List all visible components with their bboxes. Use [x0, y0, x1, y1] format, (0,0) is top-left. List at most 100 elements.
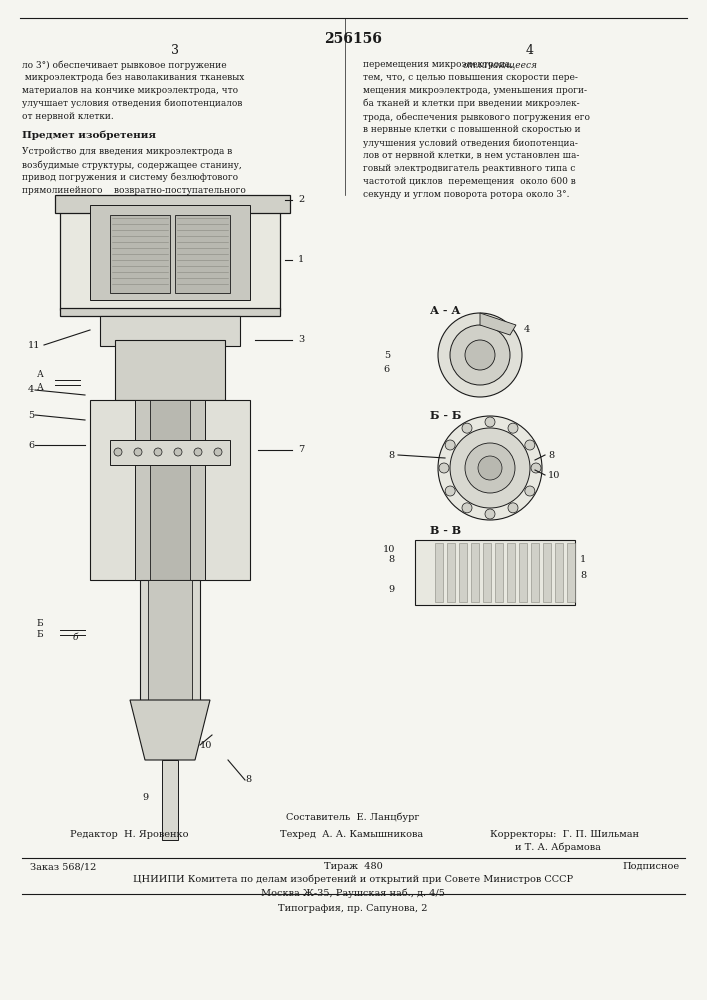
- Text: 9: 9: [142, 793, 148, 802]
- Bar: [495, 543, 503, 602]
- Circle shape: [450, 325, 510, 385]
- Text: 5: 5: [28, 410, 34, 420]
- Circle shape: [438, 416, 542, 520]
- Text: Составитель  Е. Ланцбург: Составитель Е. Ланцбург: [286, 812, 420, 822]
- Circle shape: [465, 340, 495, 370]
- Bar: [140, 580, 200, 700]
- Circle shape: [485, 509, 495, 519]
- Circle shape: [445, 440, 455, 450]
- Text: б: б: [72, 633, 78, 642]
- Text: 8: 8: [389, 556, 395, 564]
- Text: перемещения микроэлектрода,: перемещения микроэлектрода,: [363, 60, 516, 69]
- Circle shape: [478, 456, 502, 480]
- Text: 1: 1: [298, 255, 304, 264]
- Text: мещения микроэлектрода, уменьшения проги-: мещения микроэлектрода, уменьшения проги…: [363, 86, 587, 95]
- Circle shape: [462, 503, 472, 513]
- Bar: [447, 543, 455, 602]
- Bar: [471, 543, 479, 602]
- Circle shape: [525, 440, 534, 450]
- Bar: [115, 340, 225, 400]
- Text: привод погружения и систему безлюфтового: привод погружения и систему безлюфтового: [22, 173, 238, 182]
- Text: Редактор  Н. Яровенко: Редактор Н. Яровенко: [70, 830, 189, 839]
- Text: 3: 3: [298, 336, 304, 344]
- Text: от нервной клетки.: от нервной клетки.: [22, 112, 114, 121]
- Text: Корректоры:  Г. П. Шильман: Корректоры: Г. П. Шильман: [490, 830, 639, 839]
- Text: 5: 5: [384, 351, 390, 360]
- Text: 9: 9: [389, 585, 395, 594]
- Circle shape: [154, 448, 162, 456]
- Text: А: А: [37, 383, 43, 392]
- Text: Б - Б: Б - Б: [430, 410, 462, 421]
- Polygon shape: [130, 700, 210, 760]
- Text: 7: 7: [298, 446, 304, 454]
- Bar: [415, 540, 575, 605]
- Bar: [519, 543, 527, 602]
- Text: 8: 8: [389, 450, 395, 460]
- Text: 8: 8: [548, 450, 554, 460]
- Bar: [175, 215, 230, 293]
- Circle shape: [465, 443, 515, 493]
- Bar: [60, 308, 280, 316]
- Text: Предмет изобретения: Предмет изобретения: [22, 130, 156, 139]
- Text: улучшения условий отведения биопотенциа-: улучшения условий отведения биопотенциа-: [363, 138, 578, 147]
- Bar: [435, 543, 443, 602]
- Text: возбудимые структуры, содержащее станину,: возбудимые структуры, содержащее станину…: [22, 160, 242, 169]
- Circle shape: [194, 448, 202, 456]
- Text: Устройство для введения микроэлектрода в: Устройство для введения микроэлектрода в: [22, 147, 233, 156]
- Bar: [531, 543, 539, 602]
- Text: материалов на кончике микроэлектрода, что: материалов на кончике микроэлектрода, чт…: [22, 86, 238, 95]
- Text: Б: Б: [37, 630, 43, 639]
- Text: трода, обеспечения рывкового погружения его: трода, обеспечения рывкового погружения …: [363, 112, 590, 121]
- Text: и Т. А. Абрамова: и Т. А. Абрамова: [515, 843, 601, 852]
- Text: Подписное: Подписное: [623, 862, 680, 871]
- Bar: [55, 195, 290, 213]
- Bar: [567, 543, 575, 602]
- Text: Заказ 568/12: Заказ 568/12: [30, 862, 96, 871]
- Text: 8: 8: [580, 570, 586, 580]
- Circle shape: [450, 428, 530, 508]
- Circle shape: [445, 486, 455, 496]
- Text: прямолинейного    возвратно-поступательного: прямолинейного возвратно-поступательного: [22, 186, 246, 195]
- Circle shape: [439, 463, 449, 473]
- Bar: [507, 543, 515, 602]
- Circle shape: [174, 448, 182, 456]
- Text: А: А: [37, 370, 43, 379]
- Circle shape: [531, 463, 541, 473]
- Text: 10: 10: [200, 740, 212, 750]
- Bar: [90, 205, 250, 300]
- Circle shape: [462, 423, 472, 433]
- Text: 10: 10: [382, 546, 395, 554]
- Bar: [162, 760, 178, 840]
- Text: говый электродвигатель реактивного типа с: говый электродвигатель реактивного типа …: [363, 164, 575, 173]
- Bar: [148, 580, 192, 700]
- Text: секунду и углом поворота ротора около 3°.: секунду и углом поворота ротора около 3°…: [363, 190, 570, 199]
- Text: Москва Ж-35, Раушская наб., д. 4/5: Москва Ж-35, Раушская наб., д. 4/5: [261, 888, 445, 898]
- Text: тем, что, с целью повышения скорости пере-: тем, что, с целью повышения скорости пер…: [363, 73, 578, 82]
- Text: 8: 8: [245, 776, 251, 784]
- Bar: [110, 440, 230, 465]
- Text: ЦНИИПИ Комитета по делам изобретений и открытий при Совете Министров СССР: ЦНИИПИ Комитета по делам изобретений и о…: [133, 875, 573, 884]
- Text: 6: 6: [384, 365, 390, 374]
- Bar: [150, 400, 190, 580]
- Text: Б: Б: [37, 619, 43, 628]
- Bar: [110, 215, 170, 293]
- Text: 3: 3: [171, 44, 179, 57]
- Text: А - А: А - А: [430, 305, 460, 316]
- Text: отличающееся: отличающееся: [462, 60, 537, 69]
- Text: микроэлектрода без наволакивания тканевых: микроэлектрода без наволакивания тканевы…: [22, 73, 245, 83]
- Text: частотой циклов  перемещения  около 600 в: частотой циклов перемещения около 600 в: [363, 177, 575, 186]
- Bar: [555, 543, 563, 602]
- Bar: [543, 543, 551, 602]
- Text: 6: 6: [28, 440, 34, 450]
- Bar: [459, 543, 467, 602]
- Bar: [90, 400, 250, 580]
- Circle shape: [508, 423, 518, 433]
- Text: 2: 2: [298, 196, 304, 205]
- Text: 4: 4: [526, 44, 534, 57]
- Text: 11: 11: [28, 340, 40, 350]
- Circle shape: [214, 448, 222, 456]
- Text: В - В: В - В: [430, 525, 461, 536]
- Circle shape: [438, 313, 522, 397]
- Circle shape: [134, 448, 142, 456]
- Text: ло 3°) обеспечивает рывковое погружение: ло 3°) обеспечивает рывковое погружение: [22, 60, 227, 70]
